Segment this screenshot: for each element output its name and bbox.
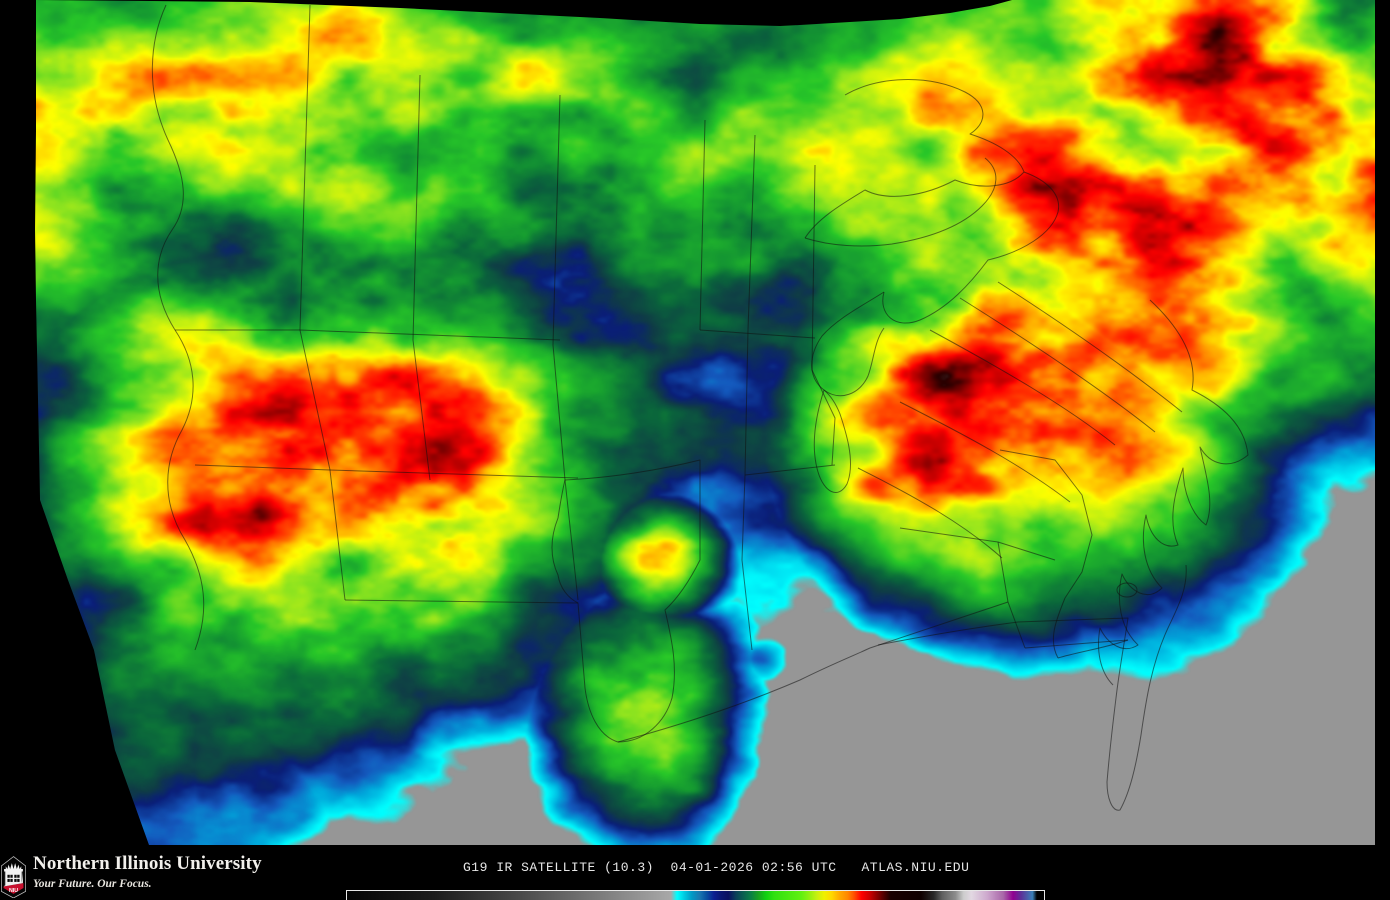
svg-text:NIU: NIU <box>9 888 18 894</box>
